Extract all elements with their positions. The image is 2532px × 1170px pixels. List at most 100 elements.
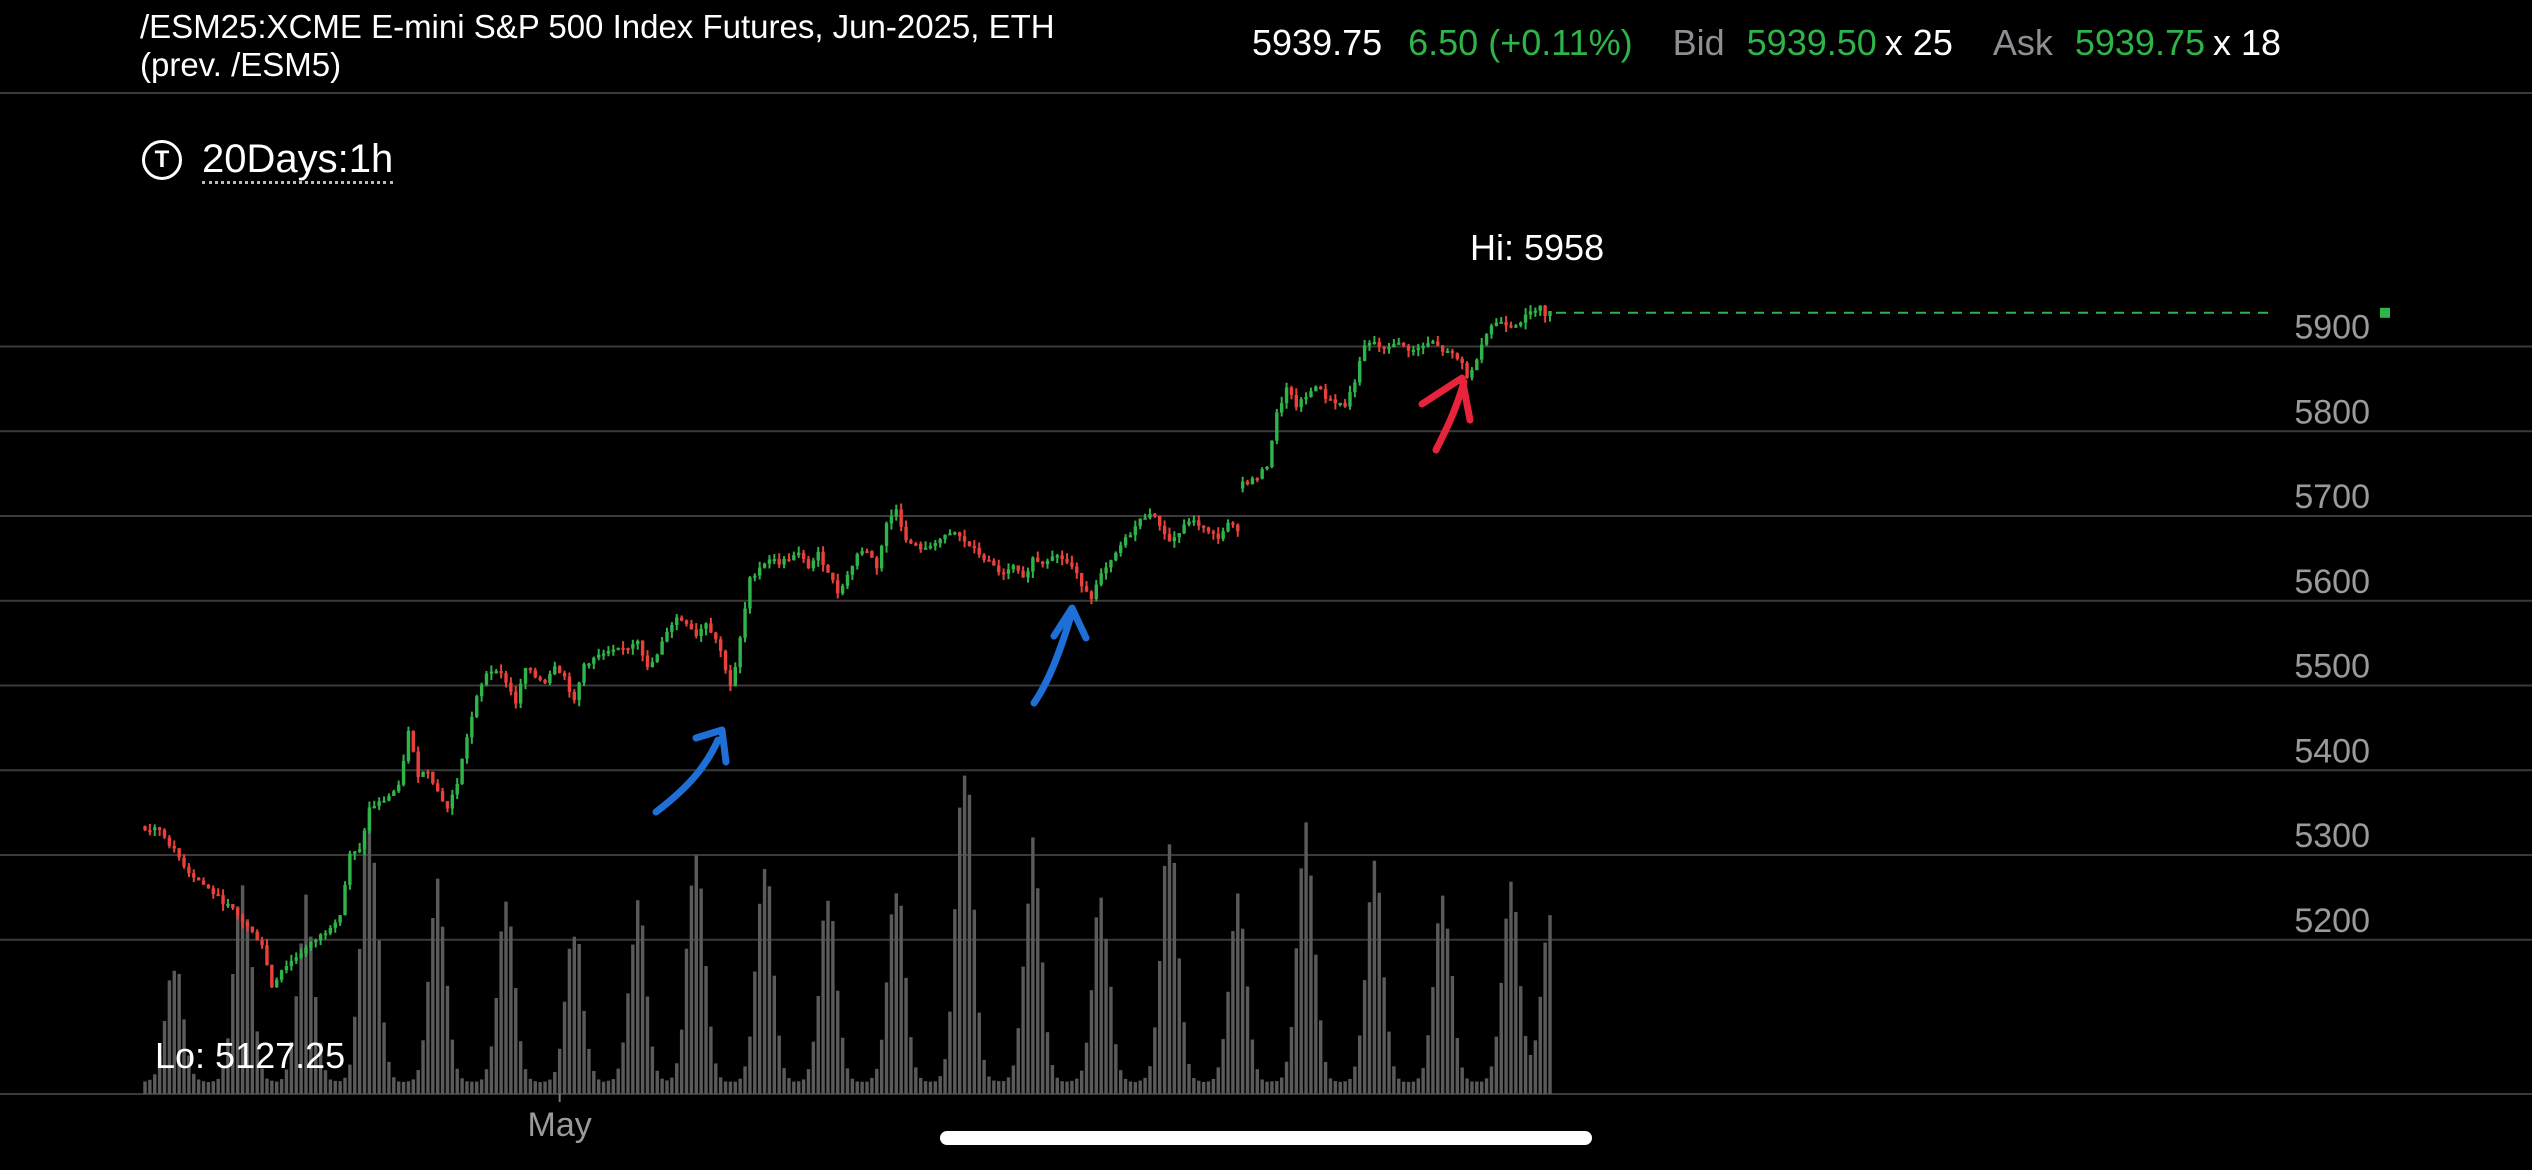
- volume-bar: [533, 1081, 537, 1094]
- volume-bar: [1445, 928, 1450, 1094]
- timeframe-label[interactable]: 20Days:1h: [202, 137, 394, 184]
- volume-bar: [309, 936, 313, 1094]
- volume-bar: [577, 944, 581, 1094]
- volume-bar: [1265, 1081, 1269, 1094]
- volume-bar: [275, 1081, 279, 1094]
- candle-body: [382, 800, 386, 803]
- volume-bar: [821, 920, 825, 1094]
- volume-bar: [1094, 917, 1099, 1094]
- candle-body: [387, 795, 391, 801]
- candle-body: [528, 668, 533, 671]
- volume-bar: [948, 1011, 952, 1094]
- candle-body: [1514, 325, 1518, 328]
- candle-body: [772, 559, 777, 562]
- candle-body: [221, 895, 225, 905]
- volume-bar: [626, 993, 630, 1094]
- volume-bar: [772, 975, 777, 1094]
- candle-body: [343, 884, 347, 916]
- hand-drawn-arrows: [652, 374, 1474, 816]
- candle-body: [426, 771, 430, 774]
- candle-body: [1484, 334, 1489, 345]
- candle-body: [1353, 382, 1357, 393]
- volume-bar: [582, 1010, 586, 1094]
- candle-body: [636, 640, 640, 645]
- volume-bar: [914, 1067, 918, 1094]
- candle-body: [484, 673, 489, 685]
- last-price: 5939.75: [1252, 22, 1383, 63]
- volume-bar: [479, 1079, 484, 1094]
- candle-body: [592, 657, 596, 664]
- volume-bar: [1289, 1026, 1294, 1094]
- candle-body: [1187, 521, 1191, 525]
- home-indicator[interactable]: [940, 1131, 1592, 1145]
- candle-body: [626, 648, 630, 651]
- candle-body: [875, 557, 879, 569]
- candle-body: [231, 904, 235, 908]
- candle-body: [1153, 513, 1157, 516]
- candle-body: [177, 848, 181, 858]
- candle-body: [157, 827, 162, 830]
- volume-bar: [850, 1078, 855, 1094]
- volume-bar: [250, 967, 255, 1094]
- candle-body: [475, 696, 479, 717]
- volume-bar: [1079, 1070, 1084, 1094]
- candle-body: [914, 543, 918, 546]
- candle-body: [640, 640, 645, 656]
- candle-body: [660, 641, 664, 655]
- candle-body: [1016, 565, 1020, 571]
- volume-bar: [953, 909, 957, 1094]
- candle-body: [1143, 517, 1147, 520]
- candle-body: [567, 676, 572, 692]
- volume-bar: [421, 1040, 425, 1094]
- candle-body: [172, 845, 176, 849]
- volume-bar: [1016, 1028, 1020, 1094]
- candle-body: [196, 877, 201, 881]
- candle-body: [192, 873, 196, 878]
- candle-body: [299, 953, 303, 958]
- volume-bar: [1309, 875, 1313, 1094]
- candle-body: [1270, 440, 1274, 467]
- candle-body: [1397, 342, 1401, 345]
- candle-body: [743, 608, 747, 638]
- volume-bar: [709, 1026, 713, 1094]
- volume-bar: [1367, 902, 1372, 1094]
- volume-bar: [1489, 1066, 1494, 1094]
- candle-body: [1055, 555, 1059, 558]
- volume-bar: [460, 1078, 464, 1094]
- volume-bar: [1484, 1078, 1489, 1094]
- candle-body: [1426, 343, 1430, 347]
- volume-bar: [1362, 980, 1367, 1094]
- candle-body: [1470, 370, 1474, 378]
- candle-body: [548, 673, 552, 683]
- candle-body: [1294, 394, 1299, 408]
- instrument-name: /ESM25:XCME E-mini S&P 500 Index Futures…: [140, 8, 1055, 45]
- candle-body: [182, 857, 186, 867]
- timeframe-selector[interactable]: T 20Days:1h: [142, 135, 394, 185]
- candle-body: [279, 970, 284, 980]
- volume-bar: [1026, 903, 1030, 1094]
- volume-bar: [601, 1081, 606, 1094]
- volume-bar: [314, 997, 318, 1094]
- candle-body: [826, 564, 830, 573]
- volume-bar: [245, 919, 250, 1094]
- candle-body: [1343, 402, 1347, 407]
- candle-body: [757, 567, 762, 576]
- candle-body: [1123, 537, 1128, 546]
- volume-bar: [294, 996, 298, 1094]
- candle-body: [928, 546, 933, 549]
- candle-body: [211, 888, 216, 895]
- candle-body: [372, 806, 376, 809]
- candle-body: [1128, 535, 1133, 538]
- volume-bar: [1055, 1077, 1059, 1094]
- volume-bar: [1206, 1081, 1211, 1094]
- candle-body: [1465, 363, 1469, 378]
- volume-bar: [1494, 1036, 1499, 1094]
- volume-bar: [1270, 1081, 1274, 1094]
- y-tick-label: 5600: [2294, 563, 2370, 601]
- candles: [143, 304, 1552, 989]
- quote-header: /ESM25:XCME E-mini S&P 500 Index Futures…: [0, 0, 2532, 94]
- candle-body: [982, 554, 986, 560]
- candle-body: [1528, 311, 1533, 315]
- price-change: 6.50 (+0.11%): [1408, 22, 1633, 63]
